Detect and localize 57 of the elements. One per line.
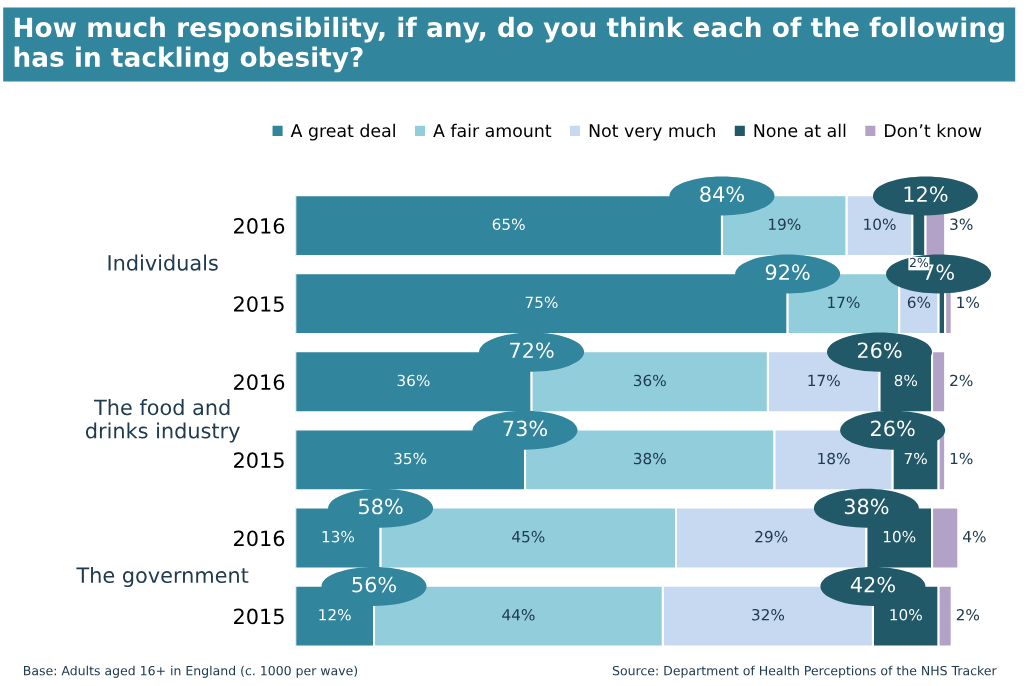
annotation: 56% (352, 576, 397, 593)
data-label: 10% (864, 218, 896, 231)
data-label: 44% (502, 608, 535, 621)
legend-label: A fair amount (433, 123, 552, 138)
data-label: 36% (633, 374, 666, 387)
data-label: 75% (525, 296, 558, 309)
text: Base: Adults aged 16+ in England (c. 1000 per wave) (24, 665, 358, 678)
data-label: 2% (950, 374, 973, 387)
data-label: 29% (755, 530, 788, 543)
data-label: 1% (950, 452, 973, 465)
data-label: 10% (890, 608, 922, 621)
annotation: 38% (844, 498, 889, 515)
text: The food and drinks industry (85, 399, 240, 443)
annotation: 92% (765, 264, 810, 281)
y-tick-label: 2016 (234, 374, 285, 390)
y-tick-label: 2016 (234, 530, 285, 547)
data-label: 18% (818, 452, 850, 465)
annotation: 26% (871, 420, 915, 437)
data-label: 36% (397, 374, 430, 387)
data-label: 19% (769, 218, 801, 231)
data-label: 17% (808, 374, 840, 387)
y-tick-label: 2015 (234, 452, 284, 469)
data-label: 4% (962, 530, 986, 543)
data-label: 65% (492, 218, 525, 231)
annotation: 12% (904, 186, 948, 202)
data-label: 2% (956, 608, 980, 621)
annotation: 72% (510, 342, 554, 359)
y-tick-label: 2015 (234, 608, 284, 625)
annotation: 26% (857, 342, 902, 359)
data-label: 12% (319, 608, 351, 621)
annotation: 84% (700, 186, 744, 202)
y-tick-label: 2016 (234, 218, 285, 234)
legend-label: None at all (754, 123, 846, 138)
data-label: 32% (752, 608, 785, 621)
chart-title: How much responsibility, if any, do you think each of the following has in tackling obesity? (14, 16, 1004, 73)
data-label: 17% (828, 296, 860, 309)
y-tick-label: 2015 (234, 296, 284, 312)
text: The government (76, 566, 249, 588)
data-label: 35% (394, 452, 427, 465)
annotation: 42% (850, 576, 895, 593)
data-label: 1% (957, 296, 980, 309)
legend-label: Not very much (589, 123, 715, 141)
legend-label: Don’t know (885, 123, 982, 138)
data-label: 13% (322, 530, 355, 543)
text: Individuals (108, 254, 218, 271)
data-label: 6% (907, 296, 931, 309)
data-label: 2% (909, 257, 929, 268)
data-label: 8% (894, 374, 918, 387)
annotation: 73% (503, 420, 548, 437)
legend-label: A great deal (290, 123, 395, 141)
data-label: 45% (512, 530, 545, 543)
data-label: 10% (883, 530, 916, 543)
source-note: Source: Department of Health Perceptions of the NHS Tracker (612, 665, 997, 678)
data-label: 3% (950, 218, 973, 231)
data-label: 7% (904, 452, 927, 465)
data-label: 38% (633, 452, 666, 465)
annotation: 58% (359, 498, 403, 515)
